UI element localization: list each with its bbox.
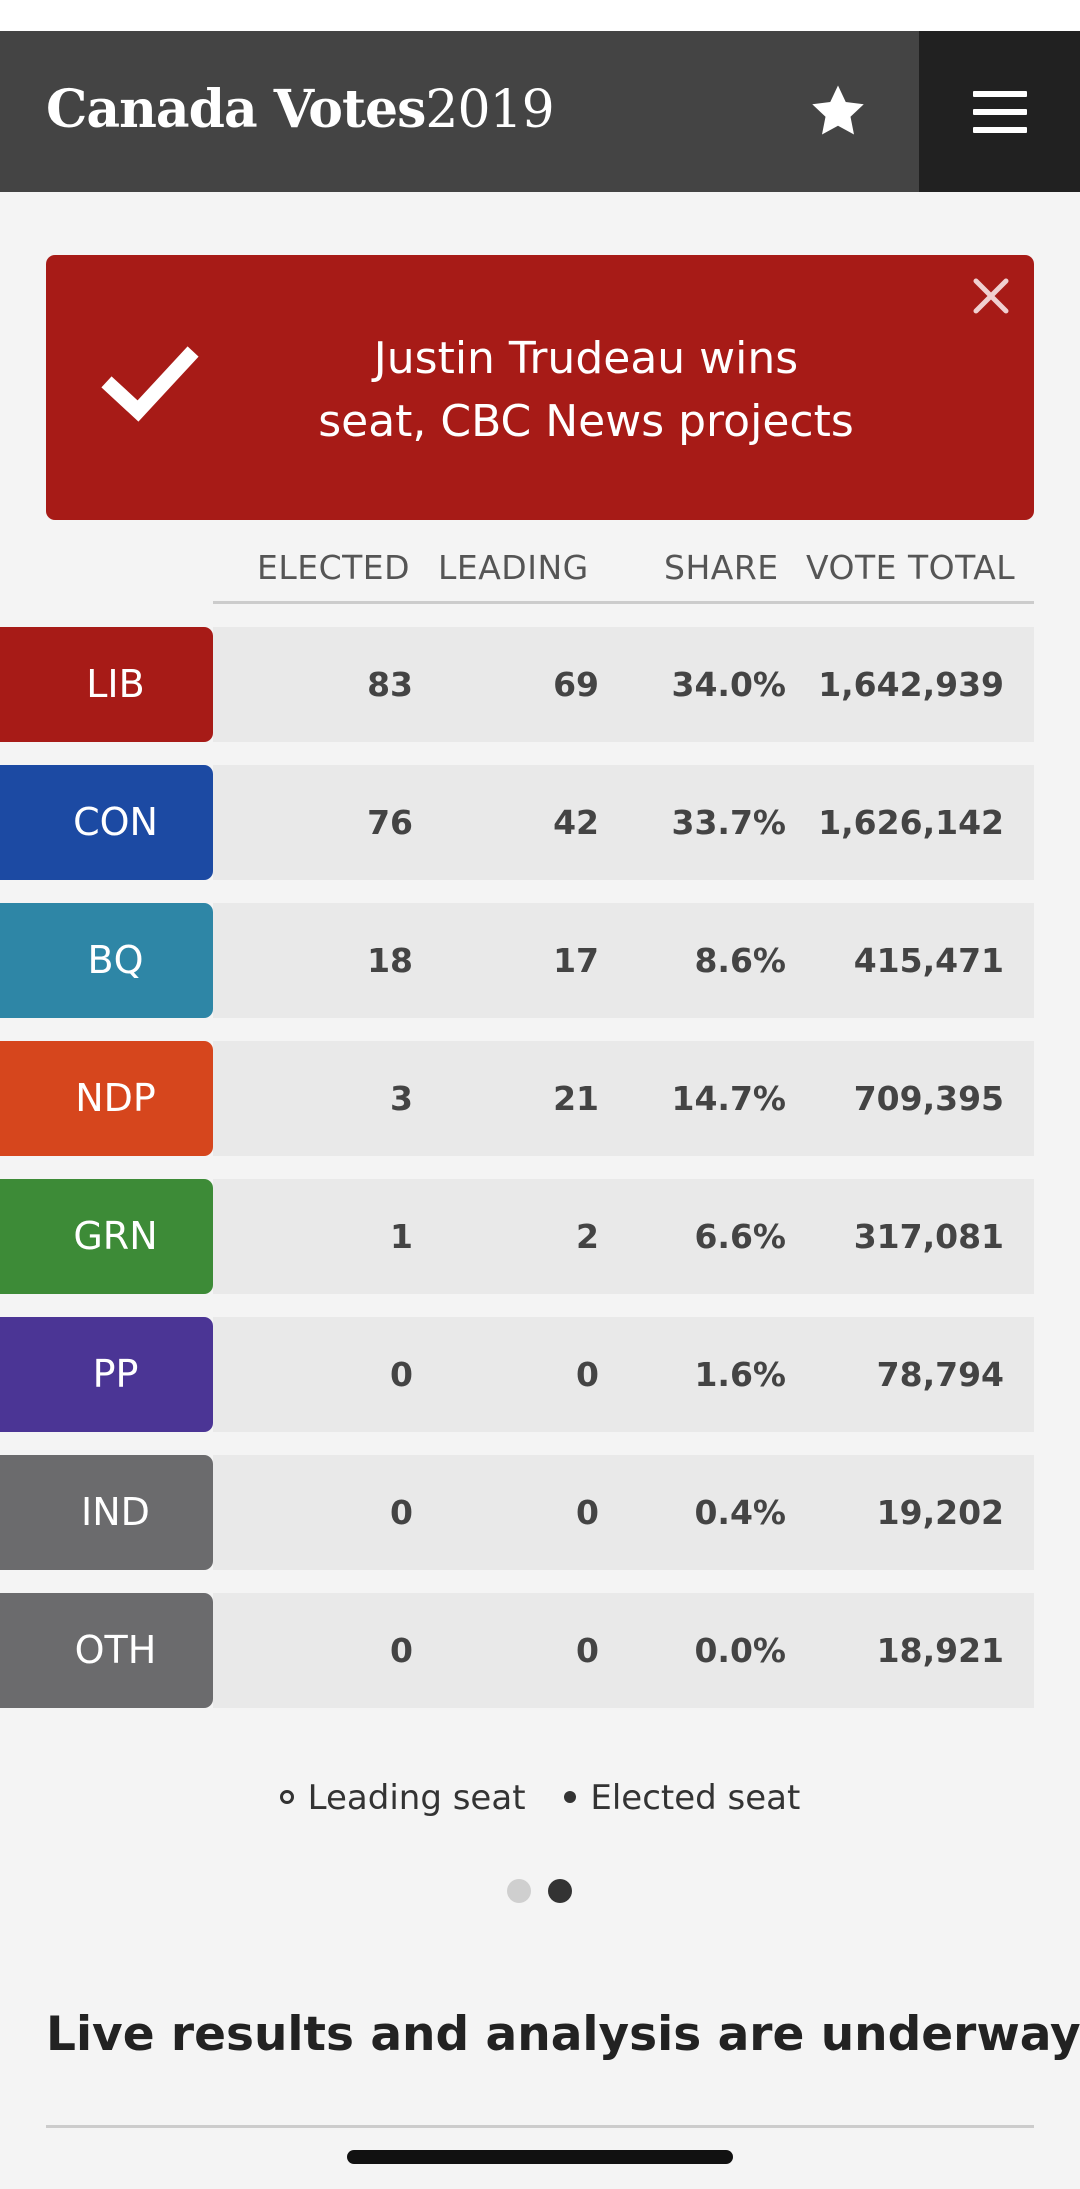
close-icon[interactable] bbox=[966, 271, 1016, 321]
party-label: BQ bbox=[0, 903, 213, 1018]
vote-total: 415,471 bbox=[853, 941, 1004, 980]
row-values: 0 0 0.4% 19,202 bbox=[213, 1455, 1034, 1570]
table-row[interactable]: OTH 0 0 0.0% 18,921 bbox=[0, 1593, 1034, 1708]
row-values: 83 69 34.0% 1,642,939 bbox=[213, 627, 1034, 742]
leading-count: 0 bbox=[576, 1493, 599, 1532]
row-values: 1 2 6.6% 317,081 bbox=[213, 1179, 1034, 1294]
table-row[interactable]: IND 0 0 0.4% 19,202 bbox=[0, 1455, 1034, 1570]
column-header-leading: LEADING bbox=[438, 548, 589, 587]
vote-total: 18,921 bbox=[876, 1631, 1004, 1670]
leading-count: 69 bbox=[553, 665, 599, 704]
pager-dot-2-active[interactable] bbox=[548, 1879, 572, 1903]
open-dot-icon bbox=[279, 1789, 294, 1804]
legend-leading: Leading seat bbox=[279, 1778, 526, 1818]
legend-elected: Elected seat bbox=[564, 1778, 800, 1818]
elected-count: 83 bbox=[367, 665, 413, 704]
party-label: NDP bbox=[0, 1041, 213, 1156]
row-values: 0 0 0.0% 18,921 bbox=[213, 1593, 1034, 1708]
elected-count: 0 bbox=[390, 1355, 413, 1394]
party-label: IND bbox=[0, 1455, 213, 1570]
leading-count: 21 bbox=[553, 1079, 599, 1118]
leading-count: 42 bbox=[553, 803, 599, 842]
vote-share: 33.7% bbox=[671, 803, 787, 842]
section-divider bbox=[46, 2125, 1034, 2128]
elected-count: 3 bbox=[390, 1079, 413, 1118]
elected-count: 0 bbox=[390, 1631, 413, 1670]
banner-line-1: Justin Trudeau wins bbox=[373, 333, 799, 384]
elected-count: 18 bbox=[367, 941, 413, 980]
column-header-vote-total: VOTE TOTAL bbox=[806, 548, 1016, 587]
leading-count: 0 bbox=[576, 1631, 599, 1670]
vote-total: 78,794 bbox=[876, 1355, 1004, 1394]
header-divider bbox=[213, 601, 1034, 604]
brand-logo[interactable]: Canada Votes2019 bbox=[46, 79, 555, 140]
elected-count: 0 bbox=[390, 1493, 413, 1532]
table-row[interactable]: NDP 3 21 14.7% 709,395 bbox=[0, 1041, 1034, 1156]
leading-count: 0 bbox=[576, 1355, 599, 1394]
vote-share: 6.6% bbox=[694, 1217, 786, 1256]
seat-legend: Leading seat Elected seat bbox=[0, 1778, 1080, 1818]
vote-share: 0.0% bbox=[694, 1631, 786, 1670]
vote-share: 14.7% bbox=[671, 1079, 787, 1118]
vote-total: 1,642,939 bbox=[818, 665, 1004, 704]
row-values: 0 0 1.6% 78,794 bbox=[213, 1317, 1034, 1432]
party-label: PP bbox=[0, 1317, 213, 1432]
vote-total: 709,395 bbox=[853, 1079, 1004, 1118]
status-bar bbox=[0, 0, 1080, 31]
table-row[interactable]: CON 76 42 33.7% 1,626,142 bbox=[0, 765, 1034, 880]
table-row[interactable]: GRN 1 2 6.6% 317,081 bbox=[0, 1179, 1034, 1294]
party-label: GRN bbox=[0, 1179, 213, 1294]
table-row[interactable]: PP 0 0 1.6% 78,794 bbox=[0, 1317, 1034, 1432]
banner-line-2: seat, CBC News projects bbox=[318, 396, 854, 447]
row-values: 18 17 8.6% 415,471 bbox=[213, 903, 1034, 1018]
party-label: LIB bbox=[0, 627, 213, 742]
filled-dot-icon bbox=[564, 1790, 577, 1803]
table-row[interactable]: BQ 18 17 8.6% 415,471 bbox=[0, 903, 1034, 1018]
favorite-button[interactable] bbox=[808, 81, 868, 141]
row-values: 3 21 14.7% 709,395 bbox=[213, 1041, 1034, 1156]
row-values: 76 42 33.7% 1,626,142 bbox=[213, 765, 1034, 880]
brand-year: 2019 bbox=[425, 80, 554, 140]
site-header: Canada Votes2019 bbox=[0, 31, 1080, 192]
star-icon bbox=[812, 85, 864, 135]
vote-total: 19,202 bbox=[876, 1493, 1004, 1532]
column-header-elected: ELECTED bbox=[257, 548, 411, 587]
brand-title: Canada Votes bbox=[46, 79, 426, 140]
elected-count: 76 bbox=[367, 803, 413, 842]
pager-dot-1[interactable] bbox=[507, 1879, 531, 1903]
vote-total: 1,626,142 bbox=[818, 803, 1004, 842]
table-row[interactable]: LIB 83 69 34.0% 1,642,939 bbox=[0, 627, 1034, 742]
menu-button[interactable] bbox=[919, 31, 1080, 192]
vote-share: 0.4% bbox=[694, 1493, 786, 1532]
column-header-share: SHARE bbox=[664, 548, 779, 587]
checkmark-icon bbox=[101, 346, 199, 422]
vote-total: 317,081 bbox=[853, 1217, 1004, 1256]
party-label: OTH bbox=[0, 1593, 213, 1708]
vote-share: 34.0% bbox=[671, 665, 787, 704]
leading-count: 2 bbox=[576, 1217, 599, 1256]
party-label: CON bbox=[0, 765, 213, 880]
vote-share: 1.6% bbox=[694, 1355, 786, 1394]
banner-message: Justin Trudeau wins seat, CBC News proje… bbox=[246, 327, 926, 453]
projection-banner: Justin Trudeau wins seat, CBC News proje… bbox=[46, 255, 1034, 520]
section-title: Live results and analysis are underway bbox=[46, 2007, 1080, 2062]
elected-count: 1 bbox=[390, 1217, 413, 1256]
home-indicator[interactable] bbox=[347, 2150, 733, 2164]
leading-count: 17 bbox=[553, 941, 599, 980]
vote-share: 8.6% bbox=[694, 941, 786, 980]
